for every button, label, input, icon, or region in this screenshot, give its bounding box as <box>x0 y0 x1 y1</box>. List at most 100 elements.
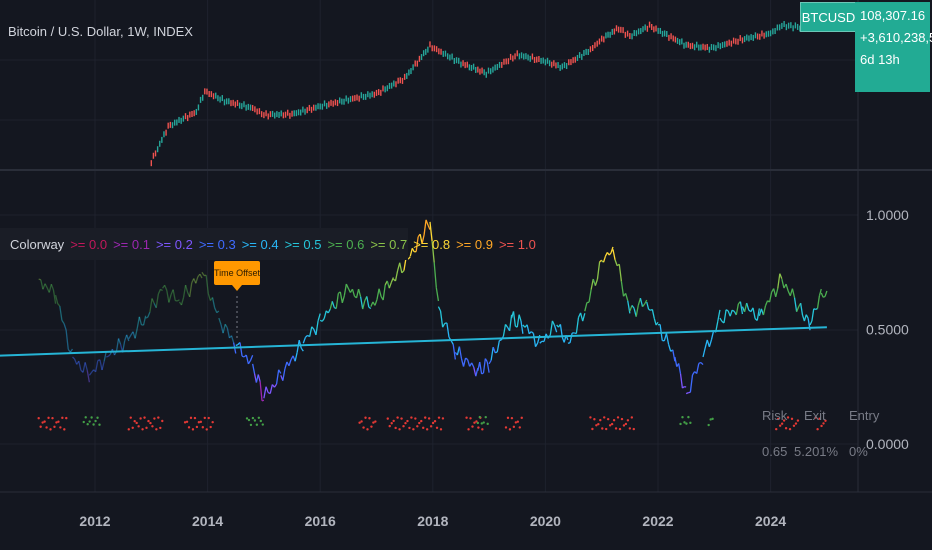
exit-marker <box>784 427 788 430</box>
exit-marker <box>127 428 130 431</box>
risk-segment <box>530 331 534 334</box>
entry-marker <box>257 416 261 419</box>
risk-segment <box>95 360 99 372</box>
x-tick-label: 2018 <box>417 513 448 529</box>
risk-segment <box>370 301 374 307</box>
exit-marker <box>422 426 425 430</box>
risk-segment <box>653 318 657 326</box>
exit-marker <box>358 421 361 424</box>
symbol-tag[interactable]: BTCUSD <box>800 2 857 32</box>
risk-segment <box>351 289 356 297</box>
chart-title: Bitcoin / U.S. Dollar, 1W, INDEX <box>8 24 193 39</box>
exit-marker <box>593 418 596 421</box>
risk-segment <box>257 374 261 382</box>
exit-marker <box>782 419 786 422</box>
risk-segment <box>172 289 176 301</box>
exit-marker <box>475 420 478 423</box>
risk-segment <box>300 347 304 352</box>
risk-segment <box>809 320 813 326</box>
x-axis-ticks: 2012 2014 2016 2018 2020 2022 2024 <box>79 513 786 529</box>
legend-level: >= 0.3 <box>198 236 236 252</box>
risk-segment <box>160 288 163 292</box>
risk-segment <box>155 293 159 308</box>
risk-segment <box>214 307 218 313</box>
risk-segment <box>228 335 232 339</box>
risk-segment <box>639 297 644 307</box>
risk-segment <box>239 342 243 357</box>
risk-segment <box>458 346 463 359</box>
exit-marker <box>131 426 134 429</box>
entry-marker <box>92 423 95 426</box>
risk-segment <box>439 310 444 328</box>
risk-segment <box>582 313 586 322</box>
risk-segment <box>401 270 405 274</box>
exit-marker <box>370 425 373 428</box>
exit-marker <box>53 425 56 429</box>
legend-level: >= 0.0 <box>70 236 108 252</box>
exit-marker <box>504 426 508 429</box>
table-header-risk: Risk <box>762 408 788 423</box>
risk-segment <box>50 283 55 291</box>
exit-marker <box>388 424 391 428</box>
risk-segment <box>781 278 785 289</box>
x-tick-label: 2024 <box>755 513 786 529</box>
risk-segment <box>704 339 708 349</box>
exit-marker <box>814 416 817 419</box>
risk-segment <box>222 324 226 334</box>
risk-segment <box>590 278 594 290</box>
exit-marker <box>133 419 136 423</box>
risk-segment <box>205 275 209 294</box>
risk-segment <box>655 321 659 326</box>
risk-segment <box>496 340 500 352</box>
risk-segment <box>249 355 254 361</box>
risk-segment <box>65 330 69 350</box>
risk-segment <box>793 297 798 312</box>
risk-segment <box>442 323 446 328</box>
risk-segment <box>48 284 52 293</box>
exit-marker <box>510 416 514 420</box>
risk-segment <box>57 303 61 307</box>
exit-marker <box>610 422 614 426</box>
exit-marker <box>149 421 152 425</box>
risk-segment <box>67 348 71 353</box>
exit-marker <box>203 416 206 420</box>
risk-segment <box>59 305 63 321</box>
risk-segment <box>182 284 187 298</box>
legend-level: >= 0.9 <box>456 236 493 252</box>
risk-segment <box>502 324 507 337</box>
risk-segment <box>579 312 584 322</box>
risk-segment <box>345 283 349 289</box>
risk-segment <box>126 334 130 342</box>
exit-marker <box>431 421 435 425</box>
entry-marker <box>255 423 259 426</box>
risk-segment <box>803 314 807 322</box>
risk-segment <box>553 325 558 333</box>
entry-marker <box>253 419 257 422</box>
exit-marker <box>605 427 608 431</box>
entry-marker <box>711 417 714 421</box>
risk-segment <box>584 302 588 312</box>
exit-marker <box>433 419 437 423</box>
entry-marker <box>90 416 93 419</box>
risk-segment <box>82 362 86 373</box>
exit-marker <box>481 428 484 431</box>
risk-segment <box>594 278 599 286</box>
risk-segment <box>481 372 484 375</box>
price-series <box>150 16 826 167</box>
exit-marker <box>159 426 162 430</box>
risk-segment <box>124 334 128 342</box>
risk-segment <box>528 331 532 335</box>
risk-segment <box>437 306 442 312</box>
exit-marker <box>386 417 389 420</box>
risk-segment <box>599 259 603 263</box>
risk-segment <box>756 308 760 321</box>
exit-marker <box>612 419 616 422</box>
table-value-exit: 5.201% <box>794 444 839 459</box>
entry-marker <box>685 422 688 425</box>
risk-segment <box>407 256 411 260</box>
exit-marker <box>193 416 197 420</box>
exit-marker <box>143 416 146 419</box>
risk-segment <box>484 358 488 363</box>
risk-segment <box>149 298 153 313</box>
exit-marker <box>364 416 367 419</box>
